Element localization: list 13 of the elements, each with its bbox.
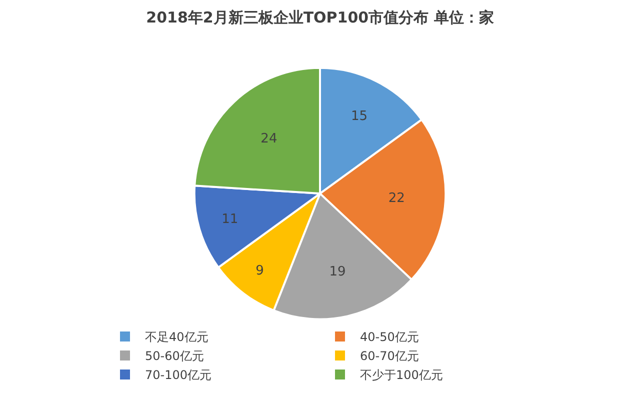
data-label: 11 [222,212,238,228]
legend-label: 70-100亿元 [145,368,212,382]
data-label: 19 [329,264,346,280]
legend-label: 50-60亿元 [145,349,204,364]
legend-label: 不少于100亿元 [360,368,443,382]
data-label: 22 [388,190,405,206]
legend-label: 不足40亿元 [145,330,208,344]
chart-title: 2018年2月新三板企业TOP100市值分布 单位：家 [146,8,494,26]
data-label: 15 [350,109,368,124]
data-label: 24 [260,132,278,147]
data-label: 9 [256,264,264,279]
legend-label: 40-50亿元 [360,330,419,344]
legend-label: 60-70亿元 [360,349,419,364]
